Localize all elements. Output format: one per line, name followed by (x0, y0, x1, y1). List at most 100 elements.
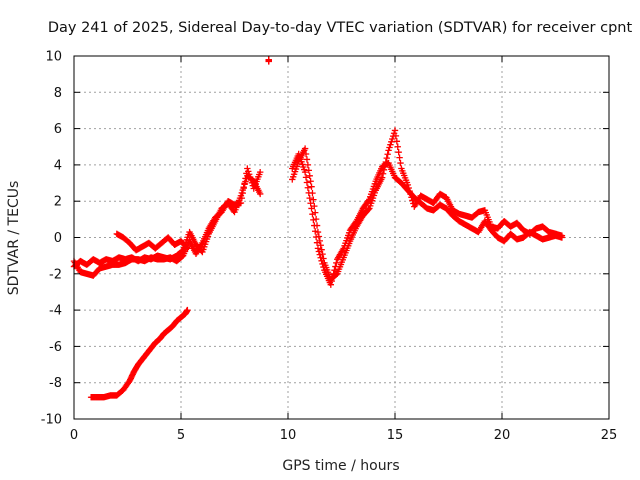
data-point (316, 237, 323, 245)
data-point (256, 168, 264, 176)
data-point (382, 158, 390, 166)
data-point (327, 281, 334, 288)
x-tick-label: 5 (177, 428, 185, 443)
x-axis-label: GPS time / hours (282, 458, 399, 474)
data-point (307, 200, 314, 207)
data-point (304, 184, 312, 191)
data-point (407, 190, 414, 198)
data-point (392, 132, 400, 140)
data-point (312, 215, 320, 223)
data-point (241, 180, 248, 187)
data-point (305, 167, 312, 174)
data-point (245, 171, 253, 178)
data-point (245, 168, 252, 175)
data-point (388, 138, 395, 146)
data-point (395, 148, 402, 156)
data-point (404, 181, 412, 189)
data-point (380, 166, 388, 174)
data-point (383, 154, 390, 162)
data-point (408, 194, 415, 201)
data-point (319, 250, 326, 258)
y-tick-label: -2 (49, 267, 62, 282)
data-point (384, 151, 391, 158)
x-tick-label: 25 (601, 428, 618, 443)
data-point (333, 259, 340, 267)
data-point (315, 233, 323, 240)
data-point (385, 147, 392, 154)
data-point (302, 174, 310, 181)
y-tick-label: 10 (45, 50, 62, 65)
data-point (303, 179, 311, 186)
y-tick-label: -6 (49, 340, 62, 355)
data-point (393, 138, 401, 145)
data-point (396, 154, 403, 161)
x-tick-label: 10 (280, 428, 297, 443)
y-tick-label: -10 (41, 413, 62, 428)
data-point (310, 196, 317, 203)
data-point (309, 189, 316, 197)
data-point (306, 172, 313, 179)
data-point (248, 179, 256, 186)
data-point (386, 144, 393, 151)
data-point (244, 165, 251, 172)
data-point (397, 159, 404, 167)
data-point (318, 246, 325, 253)
data-point (313, 222, 321, 229)
data-point (306, 194, 313, 202)
y-tick-label: -8 (49, 376, 62, 391)
data-point (365, 206, 372, 213)
series-outlier (265, 56, 272, 65)
data-point (314, 228, 322, 236)
y-tick-label: 0 (54, 231, 62, 246)
y-axis-label: SDTVAR / TECUs (6, 181, 22, 296)
series-upper-branch (113, 230, 191, 254)
data-point (301, 168, 309, 176)
data-point (237, 199, 245, 207)
data-point (381, 162, 389, 170)
chart-title: Day 241 of 2025, Sidereal Day-to-day VTE… (48, 20, 633, 36)
data-point (183, 244, 190, 251)
points-layer (70, 56, 566, 401)
data-point (391, 127, 399, 134)
data-point (256, 190, 264, 198)
data-point (389, 135, 396, 143)
data-point (378, 174, 386, 181)
data-point (307, 178, 314, 185)
y-tick-label: -4 (49, 304, 62, 319)
y-tick-label: 4 (54, 158, 62, 173)
data-point (304, 161, 312, 169)
data-point (301, 145, 309, 152)
data-point (246, 173, 254, 181)
ticks-layer: 0 5 10 15 20 25 -10 -8 -6 -4 -2 0 2 4 6 8 10 (41, 50, 618, 444)
x-tick-label: 0 (70, 428, 78, 443)
y-tick-label: 2 (54, 195, 62, 210)
data-point (239, 189, 246, 197)
y-tick-label: 6 (54, 122, 62, 137)
data-point (558, 232, 566, 239)
data-point (184, 245, 191, 252)
data-point (311, 202, 318, 210)
data-point (308, 183, 315, 190)
data-point (247, 176, 255, 184)
data-point (265, 56, 272, 63)
data-point (379, 170, 387, 177)
data-point (394, 143, 401, 150)
data-point (303, 156, 311, 163)
data-point (238, 194, 246, 202)
data-point (240, 185, 247, 192)
data-point (405, 184, 412, 192)
x-tick-label: 20 (494, 428, 511, 443)
data-point (302, 150, 310, 158)
data-point (312, 209, 319, 216)
series-main-band-b (70, 127, 566, 283)
data-point (317, 242, 324, 249)
grid-layer (74, 56, 609, 419)
data-point (406, 187, 413, 195)
y-tick-label: 8 (54, 86, 62, 101)
data-point (320, 255, 327, 262)
data-point (409, 197, 416, 204)
data-point (242, 175, 249, 182)
data-point (331, 266, 338, 274)
series-lower-track (87, 306, 191, 401)
